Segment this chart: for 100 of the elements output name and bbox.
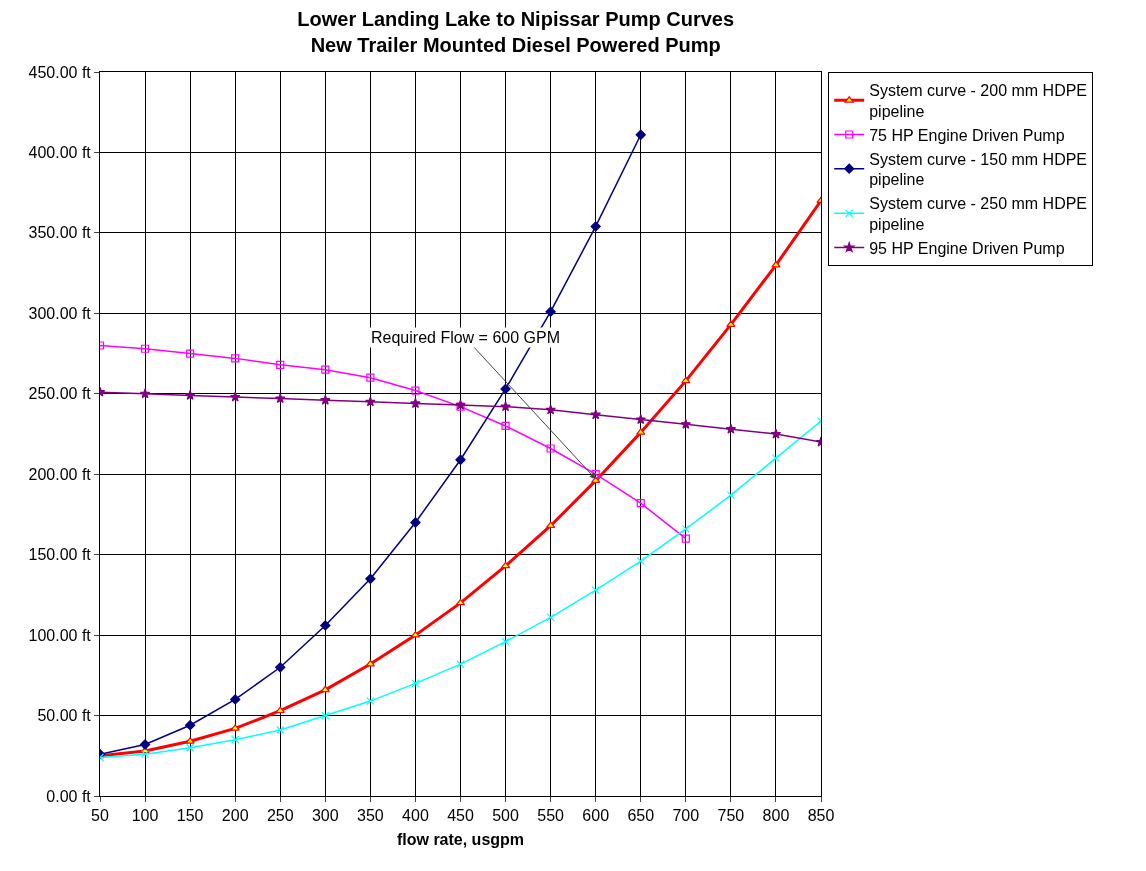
point	[546, 444, 555, 453]
point	[545, 306, 556, 317]
point	[681, 524, 690, 534]
y-tick-label: 450.00 ft	[28, 63, 92, 81]
point	[365, 396, 376, 407]
point	[185, 737, 195, 744]
point	[726, 491, 735, 500]
point	[186, 743, 195, 752]
point	[366, 373, 375, 382]
point	[320, 685, 330, 693]
x-tick-label: 300	[311, 807, 339, 825]
point	[365, 659, 376, 667]
x-tick-label: 550	[537, 807, 565, 825]
point	[771, 454, 781, 463]
point	[636, 499, 645, 508]
point	[410, 517, 421, 528]
chart-subtitle: New Trailer Mounted Diesel Powered Pump	[310, 34, 721, 57]
y-tick-label: 300.00 ft	[28, 304, 92, 322]
point	[321, 711, 330, 720]
point	[636, 557, 645, 566]
point	[680, 418, 692, 429]
point	[410, 397, 421, 408]
point	[275, 706, 285, 714]
point	[455, 454, 466, 465]
point	[184, 389, 196, 400]
point	[139, 739, 151, 750]
legend-label: System curve - 200 mm HDPE pipeline	[869, 82, 1088, 120]
x-tick-label: 400	[402, 807, 429, 825]
point	[229, 391, 241, 402]
point	[771, 260, 781, 268]
point	[636, 428, 646, 435]
x-tick-label: 700	[672, 807, 700, 825]
x-tick-label: 50	[91, 807, 109, 825]
y-tick-label: 200.00 ft	[28, 465, 92, 483]
point	[635, 414, 647, 425]
point	[231, 354, 240, 363]
point	[230, 724, 240, 731]
point	[725, 423, 737, 434]
y-tick-label: 350.00 ft	[28, 224, 92, 242]
legend-label: System curve - 250 mm HDPE pipeline	[869, 195, 1088, 233]
y-tick-label: 0.00 ft	[46, 787, 92, 805]
point	[186, 349, 195, 358]
x-tick-label: 250	[266, 807, 294, 825]
point	[500, 561, 511, 569]
annotation: Required Flow = 600 GPM	[371, 329, 560, 346]
x-axis-title: flow rate, usgpm	[396, 830, 525, 848]
point	[411, 386, 420, 395]
x-tick-label: 200	[221, 807, 249, 825]
point	[184, 720, 196, 731]
point	[366, 696, 375, 706]
x-tick-label: 850	[807, 807, 835, 825]
point	[275, 662, 286, 673]
point	[545, 521, 556, 529]
x-tick-label: 350	[357, 807, 384, 825]
point	[726, 320, 736, 327]
point	[276, 725, 285, 735]
y-tick-label: 150.00 ft	[28, 546, 92, 564]
x-tick-label: 500	[492, 807, 520, 825]
legend-label: System curve - 150 mm HDPE pipeline	[869, 150, 1088, 189]
point	[276, 360, 285, 369]
x-tick-label: 800	[762, 807, 790, 825]
x-tick-label: 750	[717, 807, 745, 825]
point	[590, 221, 601, 232]
y-tick-label: 400.00 ft	[28, 144, 92, 162]
chart-title: Lower Landing Lake to Nipissar Pump Curves	[297, 8, 735, 31]
point	[501, 637, 510, 646]
point	[274, 393, 286, 404]
point	[455, 598, 466, 606]
y-tick-label: 250.00 ft	[28, 385, 92, 403]
x-tick-label: 450	[447, 807, 474, 825]
point	[500, 401, 511, 412]
x-tick-label: 650	[627, 807, 655, 825]
point	[365, 573, 376, 584]
point	[411, 679, 420, 688]
point	[139, 388, 151, 399]
point	[231, 735, 240, 744]
point	[681, 376, 691, 384]
point	[591, 470, 600, 479]
legend-label: 75 HP Engine Driven Pump	[869, 126, 1065, 144]
legend-label: 95 HP Engine Driven Pump	[869, 239, 1065, 257]
point	[545, 404, 556, 415]
x-tick-label: 100	[131, 807, 159, 825]
point	[546, 613, 555, 622]
point	[321, 365, 330, 374]
point	[681, 534, 690, 543]
point	[770, 428, 782, 439]
point	[140, 750, 150, 759]
point	[320, 394, 331, 405]
y-tick-label: 50.00 ft	[37, 707, 92, 725]
point	[140, 344, 150, 353]
x-tick-label: 600	[582, 807, 610, 825]
point	[591, 585, 600, 595]
point	[590, 409, 601, 420]
point	[501, 421, 510, 431]
point	[320, 620, 331, 631]
x-tick-label: 150	[176, 807, 204, 825]
point	[635, 129, 646, 140]
point	[500, 383, 511, 395]
point	[456, 659, 465, 669]
point	[230, 694, 241, 705]
